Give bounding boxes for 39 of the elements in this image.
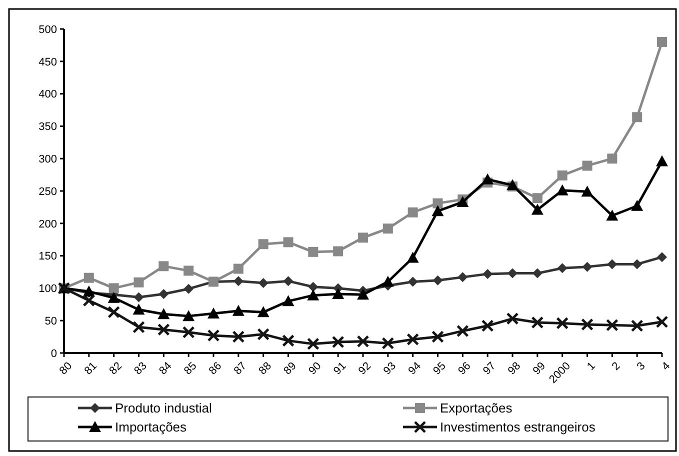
x-tick-label: 95: [431, 360, 448, 378]
x-tick-label: 3: [634, 360, 648, 373]
y-tick-label: 50: [44, 315, 57, 328]
x-tick-label: 2: [610, 360, 623, 373]
y-tick-label: 300: [38, 153, 57, 166]
x-tick-label: 91: [332, 360, 349, 378]
x-tick-label: 88: [256, 360, 274, 378]
x-tick-label: 4: [660, 360, 673, 373]
x-tick-label: 80: [57, 360, 75, 378]
x-tick-label: 96: [456, 360, 474, 378]
x-tick-label: 84: [157, 360, 174, 378]
y-tick-label: 450: [38, 56, 57, 68]
y-tick-label: 400: [38, 88, 57, 101]
y-tick-label: 0: [50, 348, 57, 360]
x-tick-label: 83: [132, 360, 150, 378]
x-tick-label: 90: [306, 360, 324, 378]
legend-label: Produto industial: [115, 400, 212, 416]
x-tick-label: 93: [381, 360, 398, 378]
legend-label: Exportações: [440, 400, 513, 416]
y-tick-label: 250: [38, 186, 57, 198]
x-tick-label: 87: [232, 360, 249, 378]
y-tick-label: 150: [38, 250, 57, 263]
y-tick-label: 100: [38, 283, 57, 296]
x-tick-label: 99: [530, 360, 548, 378]
x-tick-label: 82: [107, 360, 124, 378]
y-tick-label: 350: [38, 121, 57, 134]
x-tick-label: 92: [356, 360, 374, 378]
x-tick-label: 86: [206, 360, 224, 378]
y-tick-label: 200: [38, 218, 57, 230]
x-tick-label: 98: [506, 360, 524, 378]
x-tick-label: 94: [406, 360, 424, 378]
x-tick-label: 85: [182, 360, 200, 378]
x-tick-label: 97: [481, 360, 498, 378]
x-tick-label: 81: [82, 360, 100, 378]
legend-label: Investimentos estrangeiros: [440, 420, 596, 435]
y-tick-label: 500: [38, 24, 57, 36]
x-tick-label: 89: [282, 360, 299, 378]
x-tick-label: 1: [585, 360, 598, 373]
legend-label: Importações: [115, 420, 188, 435]
